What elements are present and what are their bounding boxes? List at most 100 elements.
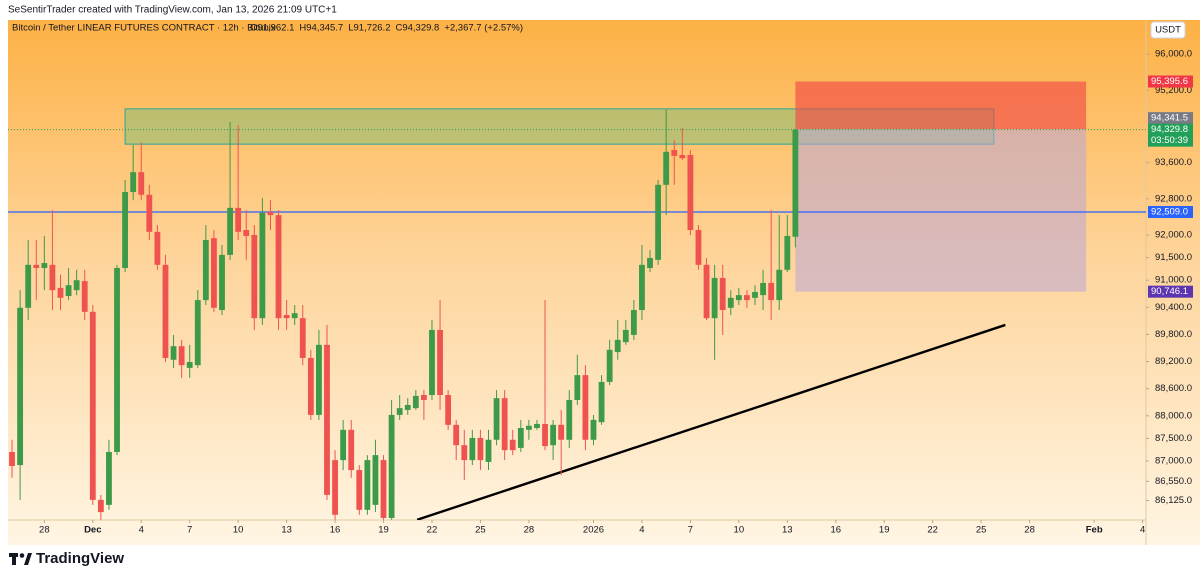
y-tick-label: 92,800.0 — [1155, 193, 1192, 204]
candle-body — [630, 310, 637, 335]
countdown: 03:50:39 — [1151, 135, 1188, 146]
legend-change: +2,367.7 (+2.57%) — [444, 23, 523, 34]
candle-body — [542, 423, 548, 447]
hline-price: 92,509.0 — [1151, 207, 1188, 218]
candle-body — [299, 318, 306, 358]
candle-body — [41, 263, 48, 268]
brand-name: TradingView — [36, 550, 124, 567]
stop-box — [795, 81, 1087, 130]
candle-body — [485, 439, 492, 462]
candle-body — [776, 269, 783, 301]
y-tick-label: 96,000.0 — [1155, 49, 1192, 60]
candle-body — [194, 300, 201, 366]
x-tick-label: 16 — [330, 525, 341, 536]
target-box — [795, 129, 1087, 292]
header-bar — [0, 0, 1200, 20]
last-price: 94,329.8 — [1151, 124, 1188, 135]
candle-body — [65, 285, 72, 297]
countdown-bg — [1148, 134, 1193, 147]
candle-body — [307, 357, 314, 415]
candle-body — [219, 254, 225, 311]
candle-body — [73, 280, 80, 291]
entry-price-bg — [1148, 112, 1193, 125]
candle-body — [550, 424, 557, 446]
y-tick-label: 87,000.0 — [1155, 456, 1192, 467]
candle-body — [582, 375, 589, 440]
candle-body — [340, 429, 347, 461]
candle-body — [251, 234, 258, 319]
candle-body — [138, 172, 145, 195]
candle-body — [57, 287, 64, 298]
candle-body — [243, 230, 250, 236]
candle-body — [711, 277, 718, 319]
plot-area — [8, 81, 1146, 520]
candle-body — [517, 428, 524, 448]
candle-body — [735, 295, 742, 301]
candle-body — [558, 424, 565, 440]
x-tick-label: 22 — [927, 525, 938, 536]
candle-body — [202, 239, 209, 301]
x-tick-label: Dec — [84, 525, 101, 536]
symbol: Bitcoin / Tether LINEAR FUTURES CONTRACT… — [12, 23, 276, 34]
candle-body — [348, 429, 355, 471]
candle-body — [590, 419, 597, 440]
candle-body — [647, 258, 653, 268]
candle-body — [316, 344, 322, 415]
candle-body — [17, 307, 24, 466]
candle-body — [477, 437, 484, 461]
candle-body — [114, 267, 120, 452]
x-tick-label: 13 — [281, 525, 292, 536]
candle-body — [170, 346, 177, 360]
legend-low: L91,726.2 — [348, 23, 390, 34]
x-tick-label: 22 — [427, 525, 438, 536]
footer-bar — [0, 545, 1200, 577]
candle-body — [356, 470, 363, 510]
candle-body — [396, 408, 403, 415]
candle-body — [566, 399, 573, 440]
candle-body — [97, 499, 104, 513]
candle-body — [332, 460, 338, 515]
candle-body — [429, 329, 435, 396]
candle-body — [89, 311, 96, 500]
last-price-bg — [1148, 123, 1193, 136]
x-tick-label: 4 — [1140, 525, 1145, 536]
candle-body — [663, 151, 670, 185]
candle-body — [283, 315, 290, 319]
candle-body — [703, 264, 710, 319]
candle-body — [380, 460, 387, 518]
candle-body — [388, 414, 395, 518]
candle-body — [534, 423, 540, 429]
candle-body — [178, 346, 185, 366]
candle-body — [493, 398, 500, 440]
candle-body — [695, 230, 702, 265]
candle-body — [364, 460, 371, 510]
legend-high: H94,345.7 — [299, 23, 343, 34]
x-tick-label: 28 — [1024, 525, 1035, 536]
y-tick-label: 86,125.0 — [1155, 495, 1192, 506]
stop-price-bg — [1148, 75, 1193, 88]
brand-logo — [9, 553, 32, 565]
y-tick-label: 88,000.0 — [1155, 410, 1192, 421]
overlay: Bitcoin / Tether LINEAR FUTURES CONTRACT… — [12, 21, 1193, 536]
candle-body — [727, 297, 734, 308]
candle-body — [453, 424, 460, 446]
y-tick-label: 91,000.0 — [1155, 275, 1192, 286]
candle-body — [687, 154, 694, 231]
candle-body — [122, 192, 129, 268]
candle-body — [598, 381, 605, 423]
x-tick-label: 10 — [233, 525, 244, 536]
currency-button — [1150, 21, 1186, 39]
x-tick-label: 7 — [688, 525, 693, 536]
candle-body — [760, 282, 766, 296]
target-price: 90,746.1 — [1151, 286, 1188, 297]
candle-body — [186, 362, 193, 368]
y-tick-label: 86,550.0 — [1155, 476, 1192, 487]
candle-body — [437, 329, 443, 396]
y-tick-label: 89,800.0 — [1155, 329, 1192, 340]
y-tick-label: 90,400.0 — [1155, 302, 1192, 313]
candle-body — [525, 425, 532, 430]
candle-body — [9, 451, 15, 466]
y-tick-label: 89,200.0 — [1155, 356, 1192, 367]
candle-body — [509, 439, 516, 451]
